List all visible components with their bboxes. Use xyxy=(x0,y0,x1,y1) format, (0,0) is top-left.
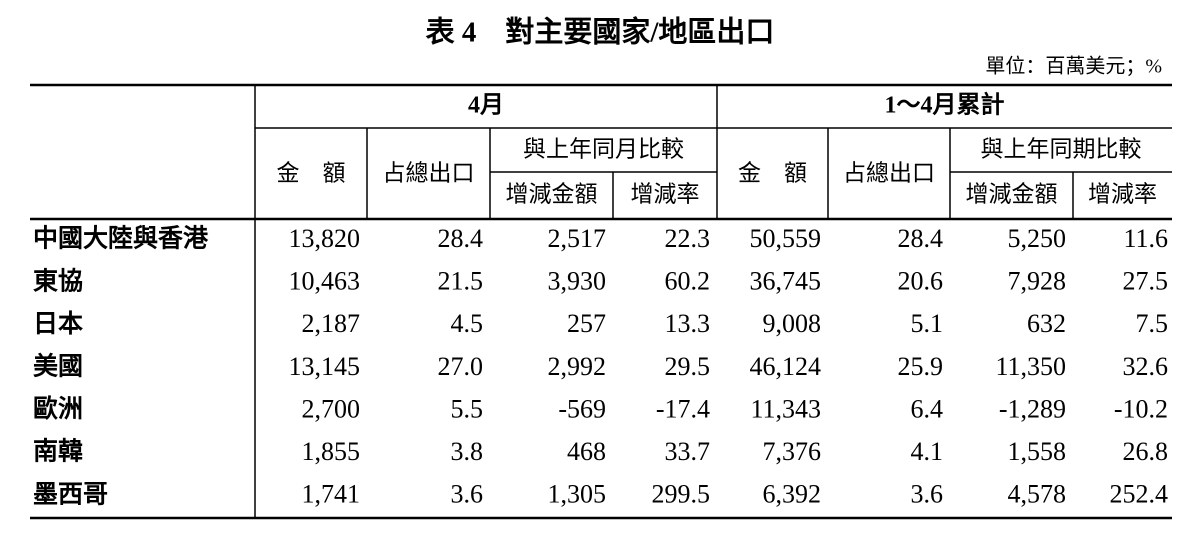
row-label: 歐洲 xyxy=(33,395,83,423)
unit: 單位：百萬美元；% xyxy=(985,55,1162,78)
column-header: 增減率 xyxy=(631,181,700,206)
cell: 5,250 xyxy=(1008,224,1067,253)
cell: 28.4 xyxy=(438,224,484,253)
cell: 2,992 xyxy=(548,352,607,381)
cell: 29.5 xyxy=(665,352,711,381)
cell: -10.2 xyxy=(1114,394,1168,423)
title: 表 4 對主要國家/地區出口 xyxy=(426,15,775,49)
column-header: 金 額 xyxy=(738,160,807,185)
cell: 11,350 xyxy=(995,352,1066,381)
column-header: 增減率 xyxy=(1088,181,1157,206)
cell: 252.4 xyxy=(1110,480,1169,509)
column-header: 增減金額 xyxy=(966,181,1058,206)
cell: 257 xyxy=(567,309,606,338)
row-label: 南韓 xyxy=(33,438,83,466)
group-header: 4月 xyxy=(468,93,504,119)
cell: 6.4 xyxy=(911,394,944,423)
row-label: 中國大陸與香港 xyxy=(33,224,209,253)
cell: 13,145 xyxy=(289,352,361,381)
cell: 32.6 xyxy=(1123,352,1169,381)
column-header: 增減金額 xyxy=(506,181,598,206)
table-rules xyxy=(30,83,1172,520)
cell: 6,392 xyxy=(763,480,822,509)
cell: 27.5 xyxy=(1123,267,1169,296)
cell: 5.5 xyxy=(451,394,484,423)
cell: 7,928 xyxy=(1008,267,1067,296)
row-label: 東協 xyxy=(33,267,83,295)
cell: 60.2 xyxy=(665,267,711,296)
cell: 25.9 xyxy=(898,352,944,381)
cell: 5.1 xyxy=(911,309,944,338)
column-header: 與上年同期比較 xyxy=(981,136,1142,161)
cell: 3.6 xyxy=(451,480,484,509)
cell: -1,289 xyxy=(999,394,1066,423)
row-label: 墨西哥 xyxy=(33,481,108,508)
cell: 4.5 xyxy=(451,309,484,338)
cell: -17.4 xyxy=(656,394,710,423)
cell: 4,578 xyxy=(1008,480,1067,509)
cell: 9,008 xyxy=(763,309,822,338)
cell: 3.8 xyxy=(451,437,484,466)
row-label: 美國 xyxy=(33,352,83,381)
cell: 7.5 xyxy=(1136,309,1169,338)
cell: 7,376 xyxy=(763,437,822,466)
cell: 2,187 xyxy=(302,309,361,338)
cell: 13.3 xyxy=(665,309,711,338)
cell: 36,745 xyxy=(750,267,822,296)
cell: 27.0 xyxy=(438,352,484,381)
cell: 21.5 xyxy=(438,267,484,296)
cell: 632 xyxy=(1027,309,1066,338)
column-header: 與上年同月比較 xyxy=(523,136,684,161)
cell: 50,559 xyxy=(750,224,822,253)
cell: 46,124 xyxy=(750,352,822,381)
cell: -569 xyxy=(558,394,606,423)
cell: 28.4 xyxy=(898,224,944,253)
cell: 2,700 xyxy=(302,394,361,423)
cell: 4.1 xyxy=(911,437,944,466)
cell: 1,305 xyxy=(548,480,607,509)
cell: 22.3 xyxy=(665,224,711,253)
row-label: 日本 xyxy=(33,310,83,338)
cell: 299.5 xyxy=(652,480,711,509)
column-header: 占總出口 xyxy=(843,160,935,185)
cell: 11.6 xyxy=(1123,224,1168,253)
cell: 468 xyxy=(567,437,606,466)
cell: 1,855 xyxy=(302,437,361,466)
cell: 26.8 xyxy=(1123,437,1169,466)
cell: 13,820 xyxy=(289,224,361,253)
cell: 2,517 xyxy=(548,224,607,253)
cell: 20.6 xyxy=(898,267,944,296)
cell: 10,463 xyxy=(289,267,361,296)
column-header: 占總出口 xyxy=(383,160,475,185)
cell: 33.7 xyxy=(665,437,711,466)
group-header: 1～4月累計 xyxy=(885,91,1005,119)
cell: 1,558 xyxy=(1008,437,1067,466)
cell: 11,343 xyxy=(750,394,821,423)
cell: 3.6 xyxy=(911,480,944,509)
column-header: 金 額 xyxy=(277,160,346,185)
cell: 1,741 xyxy=(302,480,361,509)
cell: 3,930 xyxy=(548,267,607,296)
